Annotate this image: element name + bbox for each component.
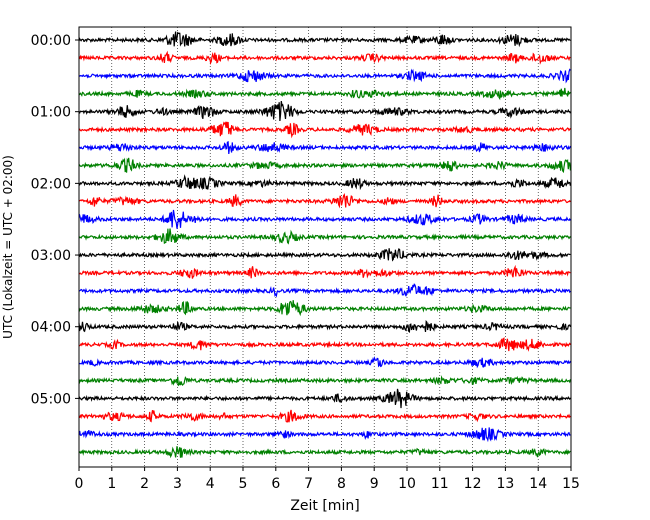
seismic-traces xyxy=(78,31,571,459)
trace-11 xyxy=(78,209,571,229)
x-tick-label-9: 9 xyxy=(370,476,379,492)
x-tick-label-14: 14 xyxy=(529,476,547,492)
trace-24 xyxy=(78,446,571,459)
x-axis-label: Zeit [min] xyxy=(290,498,359,514)
trace-3 xyxy=(78,68,571,84)
trace-2 xyxy=(78,50,571,65)
trace-9 xyxy=(78,174,571,191)
trace-16 xyxy=(78,300,571,317)
x-axis-ticks: 0 1 2 3 4 5 6 7 8 9 10 11 12 13 14 15 xyxy=(75,467,580,492)
trace-17 xyxy=(78,320,571,334)
x-tick-label-13: 13 xyxy=(496,476,514,492)
x-tick-label-7: 7 xyxy=(304,476,313,492)
x-tick-label-11: 11 xyxy=(431,476,449,492)
trace-12 xyxy=(78,228,571,245)
x-tick-label-12: 12 xyxy=(464,476,482,492)
x-tick-label-5: 5 xyxy=(239,476,248,492)
trace-20 xyxy=(78,375,571,387)
y-tick-label-3: 03:00 xyxy=(31,248,71,264)
trace-1 xyxy=(78,31,571,48)
trace-10 xyxy=(78,193,571,209)
x-tick-label-8: 8 xyxy=(337,476,346,492)
y-tick-label-1: 01:00 xyxy=(31,105,71,121)
y-tick-label-4: 04:00 xyxy=(31,320,71,336)
x-tick-label-3: 3 xyxy=(173,476,182,492)
trace-6 xyxy=(78,121,571,139)
x-tick-label-15: 15 xyxy=(562,476,580,492)
y-tick-label-5: 05:00 xyxy=(31,391,71,407)
plot-frame xyxy=(78,26,572,468)
x-tick-label-0: 0 xyxy=(75,476,84,492)
trace-5 xyxy=(78,100,571,122)
trace-7 xyxy=(78,141,571,155)
y-tick-label-2: 02:00 xyxy=(31,176,71,192)
trace-23 xyxy=(78,427,571,443)
y-tick-label-0: 00:00 xyxy=(31,33,71,49)
x-tick-label-4: 4 xyxy=(206,476,215,492)
trace-13 xyxy=(78,248,571,262)
x-tick-label-2: 2 xyxy=(140,476,149,492)
trace-14 xyxy=(78,264,571,279)
trace-19 xyxy=(78,356,571,369)
trace-8 xyxy=(78,157,571,174)
x-tick-label-6: 6 xyxy=(271,476,280,492)
y-axis-label: UTC (Lokalzeit = UTC + 02:00) xyxy=(1,155,15,339)
trace-18 xyxy=(78,336,571,352)
x-tick-label-1: 1 xyxy=(107,476,116,492)
trace-15 xyxy=(78,283,571,298)
y-axis-ticks: 00:00 01:00 02:00 03:00 04:00 05:00 xyxy=(31,33,79,407)
trace-21 xyxy=(78,388,571,409)
trace-4 xyxy=(78,87,571,101)
trace-22 xyxy=(78,409,571,423)
x-tick-label-10: 10 xyxy=(398,476,416,492)
